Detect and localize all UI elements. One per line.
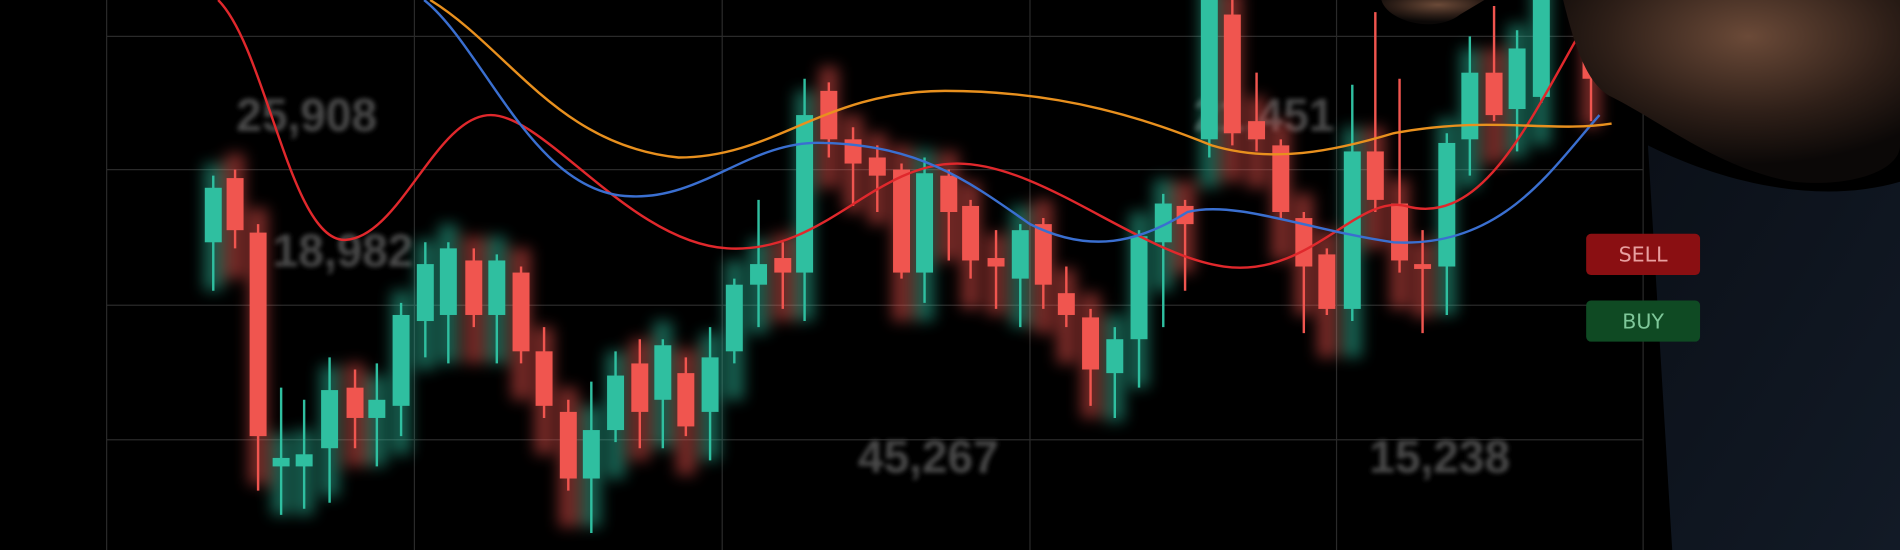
- candle-body: [1508, 48, 1526, 110]
- candle-body: [677, 373, 695, 427]
- candle-body: [631, 363, 649, 412]
- candle-body: [272, 457, 290, 467]
- sleeve: [1647, 145, 1900, 550]
- overlay-number: 25,908: [236, 89, 377, 141]
- candle-body: [1391, 203, 1409, 261]
- candles: [204, 0, 1600, 534]
- overlay-number: 15,238: [1369, 430, 1510, 482]
- candle-body: [654, 345, 672, 400]
- candle-body: [535, 351, 553, 406]
- candle-body: [701, 357, 719, 412]
- candle-body: [295, 454, 313, 467]
- candle-body: [1130, 236, 1148, 340]
- candle-body: [1082, 317, 1100, 370]
- overlay-number: 18,982: [273, 225, 414, 277]
- candle-body: [1295, 218, 1313, 267]
- candle-body: [1106, 339, 1124, 374]
- candle-body: [1532, 0, 1550, 97]
- red-line: [217, 0, 1601, 269]
- grid: [106, 0, 1644, 550]
- candle-body: [1272, 145, 1290, 213]
- candle-body: [392, 314, 410, 406]
- candle-body: [916, 173, 934, 273]
- candle-body: [559, 411, 577, 479]
- candle-body: [774, 258, 792, 273]
- candle-body: [820, 90, 838, 140]
- candle-body: [1011, 230, 1029, 279]
- hand: [1563, 0, 1900, 183]
- finger: [1381, 0, 1485, 25]
- overlay-number: 45,267: [858, 430, 999, 482]
- candle-body: [439, 248, 457, 315]
- candle-body: [226, 178, 244, 231]
- candle-body: [249, 232, 267, 437]
- candle-body: [346, 387, 364, 418]
- candle-body: [488, 260, 506, 315]
- candle-body: [1057, 293, 1075, 315]
- candle-body: [868, 157, 886, 176]
- sell-button[interactable]: SELL: [1586, 233, 1701, 275]
- candle-body: [465, 260, 483, 315]
- candle-body: [987, 258, 1005, 267]
- candle-body: [844, 139, 862, 164]
- candle-body: [750, 264, 768, 285]
- candle-body: [940, 175, 958, 213]
- candle-body: [1343, 151, 1361, 309]
- overlay-numbers: 25,908 18,982 21,451 45,267 15,238: [236, 89, 1510, 483]
- buy-button-bg[interactable]: [1586, 300, 1701, 342]
- candle-body: [1200, 0, 1218, 140]
- candle-body: [725, 284, 743, 352]
- candle-body: [607, 375, 625, 431]
- candle-body: [1248, 121, 1266, 140]
- candle-body: [368, 399, 386, 418]
- candle-body: [1366, 151, 1384, 200]
- indicator-lines: [217, 0, 1612, 269]
- sell-label[interactable]: SELL: [1619, 243, 1669, 267]
- candle-body: [1461, 72, 1479, 140]
- candle-body: [1154, 203, 1172, 243]
- buy-label[interactable]: BUY: [1622, 309, 1664, 333]
- candle-body: [416, 264, 434, 322]
- sell-button-bg[interactable]: [1586, 233, 1701, 275]
- candle-body: [582, 430, 600, 479]
- candle-body: [321, 390, 339, 449]
- candle-body: [796, 115, 814, 273]
- candle-body: [1223, 14, 1241, 134]
- candle-body: [1034, 224, 1052, 285]
- blue-line: [423, 0, 1601, 244]
- candle-body: [1485, 72, 1503, 116]
- candle-body: [1318, 254, 1336, 309]
- orange-line: [429, 0, 1612, 159]
- candle-body: [1176, 205, 1194, 225]
- candle-body: [962, 205, 980, 261]
- candle-body: [204, 187, 222, 243]
- candle-body: [893, 169, 911, 273]
- candle-body: [1414, 264, 1432, 269]
- buy-button[interactable]: BUY: [1586, 300, 1701, 342]
- candle-body: [512, 272, 530, 352]
